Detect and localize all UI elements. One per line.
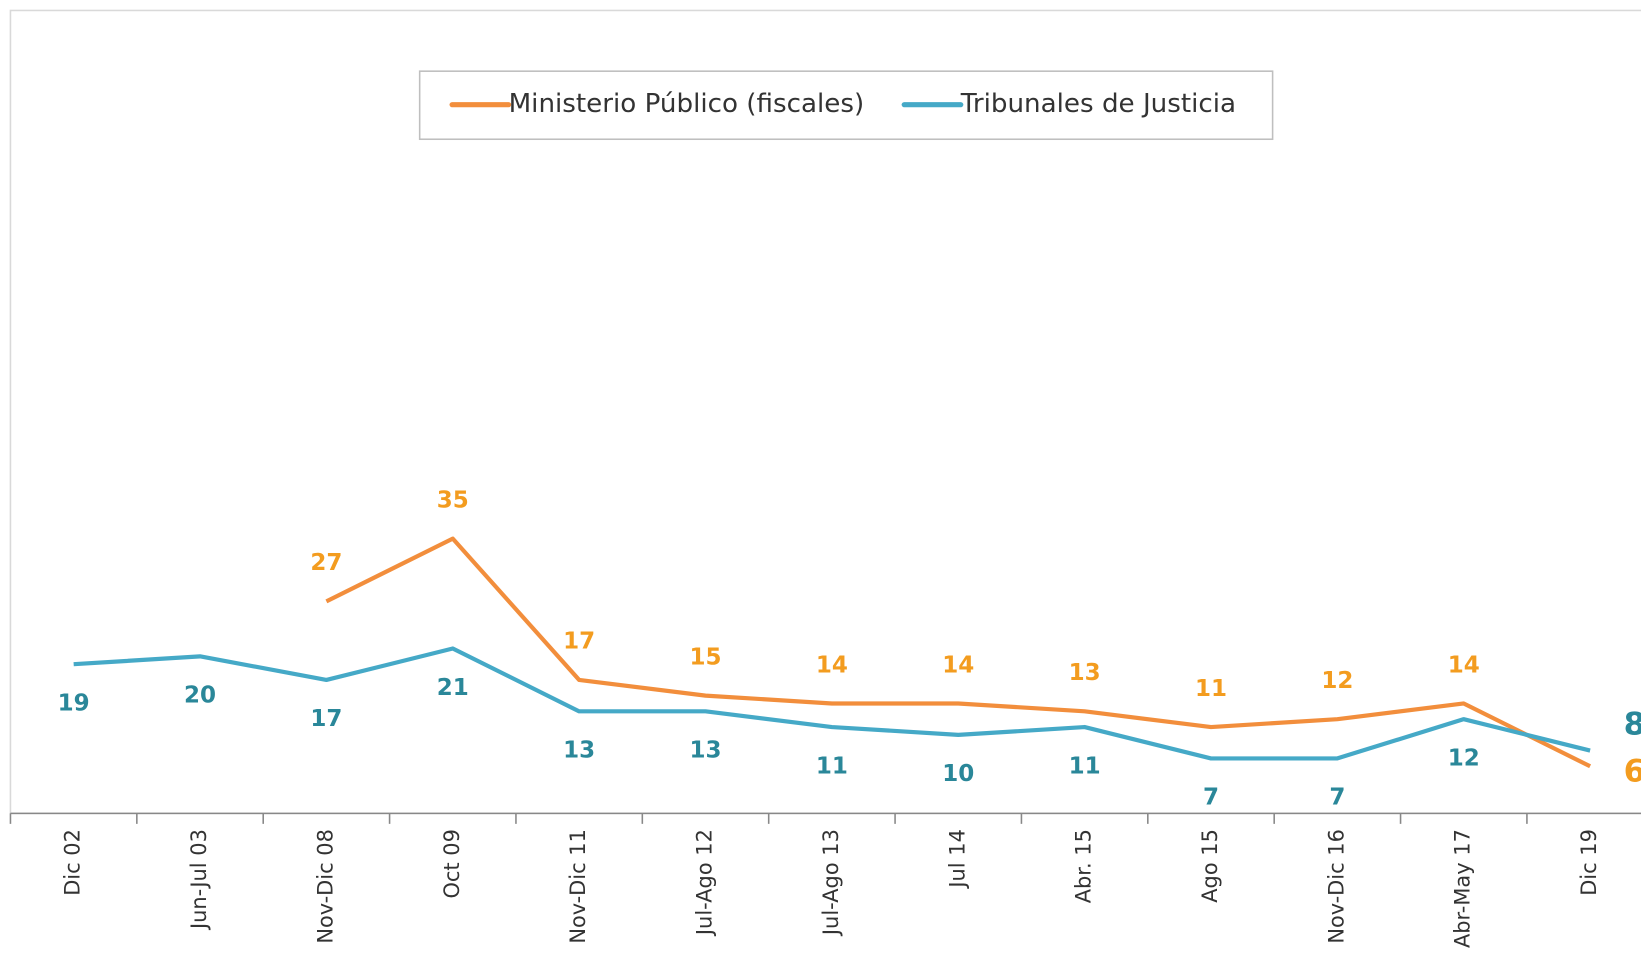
data-label: 19	[58, 690, 90, 716]
data-label: 11	[1195, 676, 1227, 702]
x-tick-label: Ago 15	[1198, 829, 1222, 903]
series-line	[325, 536, 1592, 769]
x-tick-label: Nov-Dic 16	[1324, 829, 1348, 944]
data-label: 21	[437, 675, 469, 701]
data-label: 11	[1069, 753, 1101, 779]
x-tick-label: Jul-Ago 12	[693, 829, 717, 937]
data-label: 7	[1203, 785, 1219, 811]
data-label: 13	[1069, 660, 1101, 686]
data-label: 12	[1321, 668, 1353, 694]
x-tick-label: Oct 09	[440, 829, 464, 898]
x-tick-label: Jul-Ago 13	[819, 829, 843, 937]
x-tick-label: Abr-May 17	[1451, 829, 1475, 948]
data-label: 35	[437, 487, 469, 513]
legend-label: Ministerio Público (fiscales)	[509, 89, 865, 119]
legend-label: Tribunales de Justicia	[960, 89, 1236, 119]
x-tick-label: Nov-Dic 11	[566, 829, 590, 944]
x-tick-label: Dic 02	[61, 829, 85, 896]
data-label: 6	[1624, 754, 1641, 790]
data-label: 20	[184, 683, 216, 709]
data-label: 11	[816, 753, 848, 779]
data-label: 8	[1624, 706, 1641, 742]
data-label: 17	[310, 706, 342, 732]
legend-box	[418, 70, 1274, 141]
x-tick-label: Abr. 15	[1072, 829, 1096, 903]
data-label: 15	[689, 644, 721, 670]
data-label: 27	[310, 550, 342, 576]
x-tick-label: Dic 19	[1577, 829, 1601, 896]
data-label: 12	[1448, 745, 1480, 771]
data-label: 14	[942, 652, 974, 678]
data-label: 13	[689, 738, 721, 764]
x-tick-label: Jul 14	[945, 829, 969, 890]
data-label: 10	[942, 761, 974, 787]
x-tick-label: Nov-Dic 08	[313, 829, 337, 944]
data-label: 14	[1448, 652, 1480, 678]
series-line	[73, 646, 1591, 761]
data-label: 14	[816, 652, 848, 678]
data-label: 17	[563, 629, 595, 655]
data-label: 7	[1329, 785, 1345, 811]
x-tick-label: Jun-Jul 03	[187, 829, 211, 931]
data-label: 13	[563, 738, 595, 764]
